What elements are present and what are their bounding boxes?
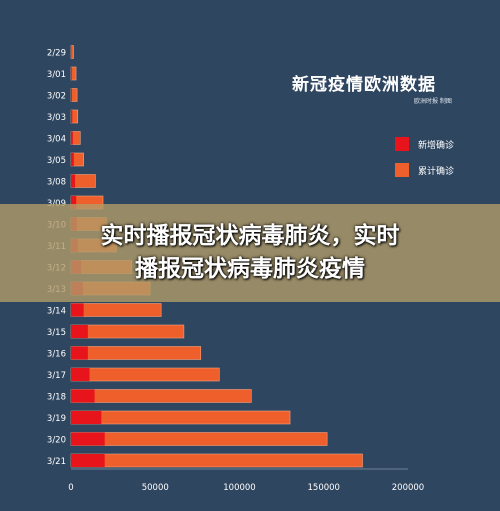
- legend-label-new: 新增确诊: [418, 140, 455, 151]
- y-tick-label: 3/20: [47, 436, 66, 446]
- y-tick-label: 3/14: [47, 307, 66, 317]
- headline-line-1: 实时播报冠状病毒肺炎，实时: [100, 223, 400, 249]
- bar-new: [71, 346, 88, 360]
- bar-new: [71, 67, 72, 80]
- y-tick-label: 3/01: [47, 70, 66, 80]
- bar-new: [71, 174, 76, 188]
- y-tick-label: 3/21: [47, 457, 66, 467]
- bar-new: [71, 325, 88, 338]
- legend-item-cumulative: 累计确诊: [395, 163, 454, 177]
- headline-text: 实时播报冠状病毒肺炎，实时 播报冠状病毒肺炎疫情: [0, 220, 500, 286]
- bar-cumulative: [70, 367, 220, 382]
- bar-new: [71, 368, 90, 381]
- chart-title: 新冠疫情欧洲数据: [292, 75, 436, 95]
- y-tick-label: 3/03: [47, 113, 66, 123]
- bar-cumulative: [70, 303, 162, 317]
- legend-swatch-cumulative: [395, 163, 409, 177]
- bar-cumulative: [70, 389, 252, 403]
- bar-new: [71, 389, 95, 403]
- y-tick-label: 2/29: [47, 49, 66, 59]
- legend: 新增确诊 累计确诊: [395, 137, 454, 189]
- y-tick-label: 3/05: [47, 156, 66, 166]
- bar-cumulative: [70, 453, 363, 468]
- bar-cumulative: [70, 324, 185, 339]
- bar-new: [71, 411, 102, 424]
- headline-banner: 实时播报冠状病毒肺炎，实时 播报冠状病毒肺炎疫情: [0, 204, 500, 302]
- x-tick-label: 0: [68, 483, 73, 493]
- x-tick-label: 50000: [142, 483, 169, 493]
- y-tick-label: 3/18: [47, 393, 66, 403]
- bar-new: [71, 110, 73, 123]
- legend-label-cumulative: 累计确诊: [418, 166, 455, 177]
- y-tick-label: 3/16: [47, 350, 66, 360]
- bar-new: [71, 303, 84, 317]
- bar-new: [71, 432, 105, 446]
- x-tick-label: 100000: [223, 483, 255, 493]
- y-tick-label: 3/15: [47, 328, 66, 338]
- y-tick-label: 3/17: [47, 371, 66, 381]
- legend-item-new: 新增确诊: [395, 137, 454, 151]
- bar-new: [71, 196, 77, 209]
- headline-line-2: 播报冠状病毒肺炎疫情: [135, 256, 365, 282]
- bar-new: [71, 131, 73, 145]
- chart-subtitle: 欧洲时报 制图: [414, 98, 452, 105]
- legend-swatch-new: [395, 137, 409, 151]
- y-tick-label: 3/04: [47, 135, 66, 145]
- y-tick-label: 3/19: [47, 414, 66, 424]
- bar-cumulative: [70, 346, 202, 360]
- bar-cumulative: [70, 432, 328, 446]
- bar-new: [71, 454, 105, 467]
- x-tick-label: 150000: [308, 483, 340, 493]
- bar-new: [71, 153, 74, 166]
- bar-cumulative: [70, 410, 291, 425]
- bar-new: [71, 88, 73, 102]
- y-tick-label: 3/08: [47, 178, 66, 188]
- x-tick-label: 200000: [392, 483, 424, 493]
- y-tick-label: 3/02: [47, 92, 66, 102]
